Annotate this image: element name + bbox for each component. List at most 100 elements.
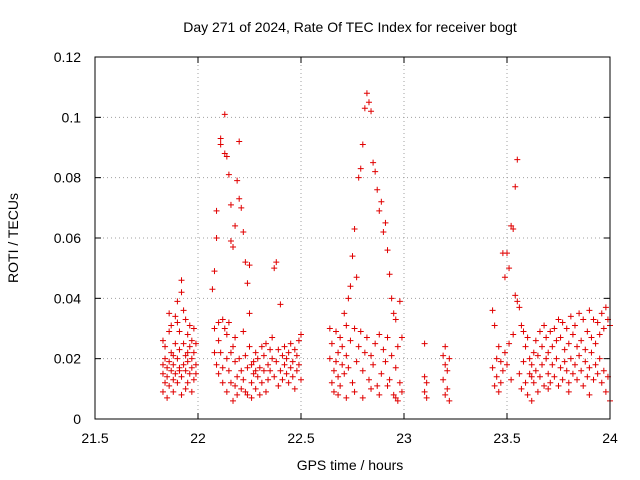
data-point bbox=[178, 373, 185, 380]
data-point bbox=[180, 361, 187, 368]
data-point bbox=[596, 355, 603, 362]
data-point bbox=[539, 343, 546, 350]
data-point bbox=[258, 379, 265, 386]
data-point bbox=[600, 325, 607, 332]
data-point bbox=[293, 367, 300, 374]
data-point bbox=[242, 352, 249, 359]
data-point bbox=[567, 355, 574, 362]
data-point bbox=[252, 349, 259, 356]
data-point bbox=[217, 349, 224, 356]
grid-lines bbox=[95, 57, 610, 419]
data-point bbox=[178, 289, 185, 296]
data-point bbox=[219, 364, 226, 371]
data-point bbox=[489, 364, 496, 371]
data-point bbox=[567, 313, 574, 320]
data-point bbox=[166, 382, 173, 389]
data-point bbox=[353, 274, 360, 281]
data-point bbox=[508, 222, 515, 229]
data-point bbox=[182, 385, 189, 392]
data-point bbox=[555, 316, 562, 323]
data-point bbox=[219, 379, 226, 386]
data-points bbox=[159, 90, 613, 404]
data-point bbox=[232, 358, 239, 365]
data-point bbox=[442, 391, 449, 398]
data-point bbox=[271, 373, 278, 380]
data-point bbox=[159, 370, 166, 377]
data-point bbox=[357, 328, 364, 335]
data-point bbox=[493, 355, 500, 362]
x-tick-label: 22.5 bbox=[287, 430, 314, 446]
data-point bbox=[596, 331, 603, 338]
data-point bbox=[565, 340, 572, 347]
data-point bbox=[238, 204, 245, 211]
data-point bbox=[172, 340, 179, 347]
data-point bbox=[522, 343, 529, 350]
data-point bbox=[223, 355, 230, 362]
x-tick-labels: 21.5 22 22.5 23 23.5 24 bbox=[81, 430, 618, 446]
data-point bbox=[506, 340, 513, 347]
data-point bbox=[578, 337, 585, 344]
data-point bbox=[512, 183, 519, 190]
data-point bbox=[188, 337, 195, 344]
data-point bbox=[355, 174, 362, 181]
data-point bbox=[592, 361, 599, 368]
data-point bbox=[178, 277, 185, 284]
data-point bbox=[262, 340, 269, 347]
data-point bbox=[547, 328, 554, 335]
data-point bbox=[273, 358, 280, 365]
data-point bbox=[330, 388, 337, 395]
data-point bbox=[256, 391, 263, 398]
data-point bbox=[246, 310, 253, 317]
data-point bbox=[262, 388, 269, 395]
data-point bbox=[215, 370, 222, 377]
data-point bbox=[516, 304, 523, 311]
data-point bbox=[172, 313, 179, 320]
y-tick-label: 0.1 bbox=[62, 109, 82, 125]
data-point bbox=[170, 388, 177, 395]
data-point bbox=[254, 373, 261, 380]
data-point bbox=[234, 391, 241, 398]
data-point bbox=[248, 394, 255, 401]
data-point bbox=[343, 322, 350, 329]
data-point bbox=[520, 328, 527, 335]
data-point bbox=[254, 355, 261, 362]
data-point bbox=[491, 382, 498, 389]
data-point bbox=[184, 379, 191, 386]
data-point bbox=[365, 99, 372, 106]
data-point bbox=[378, 370, 385, 377]
data-point bbox=[582, 358, 589, 365]
data-point bbox=[221, 150, 228, 157]
data-point bbox=[188, 355, 195, 362]
data-point bbox=[347, 337, 354, 344]
data-point bbox=[244, 364, 251, 371]
data-point bbox=[372, 168, 379, 175]
data-point bbox=[265, 376, 272, 383]
data-point bbox=[553, 337, 560, 344]
data-point bbox=[499, 367, 506, 374]
data-point bbox=[192, 361, 199, 368]
data-point bbox=[520, 358, 527, 365]
data-point bbox=[497, 379, 504, 386]
data-point bbox=[186, 370, 193, 377]
data-point bbox=[351, 225, 358, 232]
data-point bbox=[396, 379, 403, 386]
data-point bbox=[501, 349, 508, 356]
data-point bbox=[376, 391, 383, 398]
data-point bbox=[236, 195, 243, 202]
data-point bbox=[326, 325, 333, 332]
data-point bbox=[586, 391, 593, 398]
data-point bbox=[563, 325, 570, 332]
data-point bbox=[298, 331, 304, 338]
data-point bbox=[240, 228, 247, 235]
data-point bbox=[365, 376, 372, 383]
data-point bbox=[335, 391, 342, 398]
data-point bbox=[186, 343, 193, 350]
data-point bbox=[267, 367, 274, 374]
data-point bbox=[361, 349, 368, 356]
data-point bbox=[341, 370, 348, 377]
data-point bbox=[580, 316, 587, 323]
data-point bbox=[512, 292, 519, 299]
data-point bbox=[363, 90, 370, 97]
data-point bbox=[497, 358, 504, 365]
data-point bbox=[361, 105, 368, 112]
